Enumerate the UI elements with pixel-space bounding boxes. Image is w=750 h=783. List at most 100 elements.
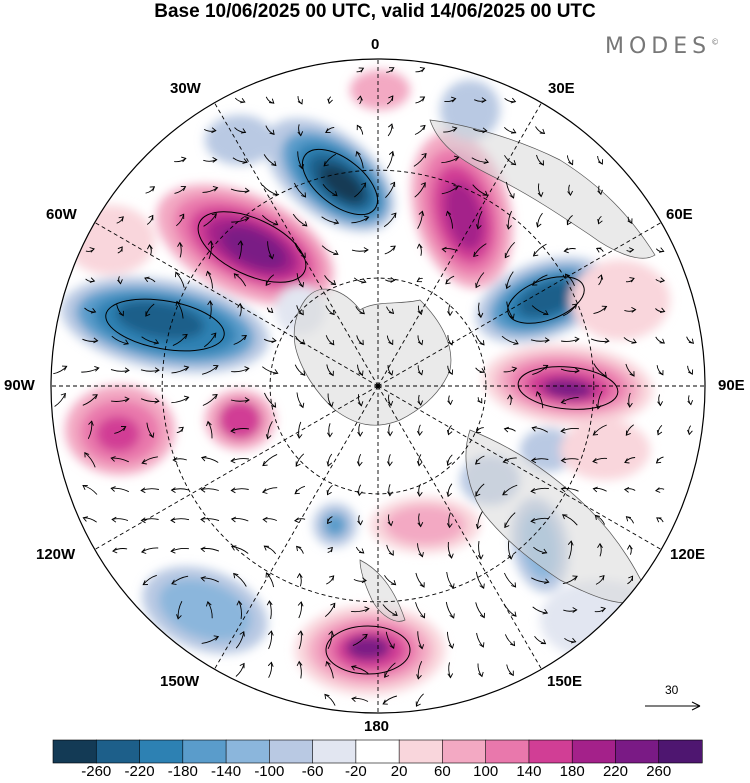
wind-vector-head xyxy=(327,98,333,105)
wind-vector-head xyxy=(82,516,89,522)
wind-vector-head xyxy=(176,614,182,620)
wind-vector-head xyxy=(362,633,368,640)
wind-vector-head xyxy=(530,487,536,494)
wind-vector-head xyxy=(597,274,604,280)
anomaly-shading xyxy=(542,378,594,400)
wind-vector xyxy=(508,541,512,560)
wind-vector-head xyxy=(449,613,455,619)
wind-vector-head xyxy=(453,155,460,162)
wind-vector-head xyxy=(544,578,550,585)
wind-vector-head xyxy=(387,461,393,467)
wind-vector-head xyxy=(478,671,484,678)
wind-vector xyxy=(501,335,519,345)
wind-vector-head xyxy=(597,159,603,165)
arrow-right-icon xyxy=(691,701,701,711)
wind-vector-head xyxy=(328,575,335,581)
wind-vector-head xyxy=(296,545,302,552)
wind-vector-head xyxy=(628,575,634,581)
wind-vector-head xyxy=(482,127,488,134)
wind-vector-head xyxy=(177,241,183,247)
colorbar-swatch xyxy=(225,739,270,764)
wind-vector-head xyxy=(387,491,393,497)
wind-vector-head xyxy=(117,246,123,252)
wind-vector-head xyxy=(392,610,398,617)
colorbar-swatch xyxy=(139,739,184,764)
wind-vector-head xyxy=(300,370,306,376)
colorbar-swatch xyxy=(182,739,227,764)
colorbar-tick-label: 180 xyxy=(559,763,585,780)
meridian-line xyxy=(377,385,542,670)
wind-vector-head xyxy=(597,542,603,548)
wind-vector-head xyxy=(539,160,544,166)
wind-vector xyxy=(172,334,188,347)
meridian-line xyxy=(377,102,542,387)
wind-vector-head xyxy=(419,66,426,73)
wind-vector xyxy=(477,210,483,229)
wind-vector-head xyxy=(530,517,536,524)
wind-vector-head xyxy=(88,420,94,426)
anomaly-shading xyxy=(115,300,205,340)
wind-vector-head xyxy=(420,182,426,188)
wind-vector xyxy=(477,511,483,529)
wind-vector-head xyxy=(473,251,479,258)
wind-vector-head xyxy=(504,522,510,529)
colorbar-swatch xyxy=(355,739,400,764)
wind-vector-head xyxy=(447,369,454,375)
wind-vector-head xyxy=(482,190,488,196)
map-title: Base 10/06/2025 00 UTC, valid 14/06/2025… xyxy=(154,1,596,22)
wind-vector-head xyxy=(481,97,487,103)
wind-vector-head xyxy=(181,156,187,163)
anomaly-shading xyxy=(350,70,410,110)
colorbar-swatch xyxy=(615,739,660,764)
wind-vector-head xyxy=(200,455,207,462)
wind-vector-head xyxy=(265,280,271,286)
colorbar-tick-label: 100 xyxy=(473,763,499,780)
wind-vector-head xyxy=(323,161,329,167)
wind-vector-head xyxy=(329,309,335,316)
wind-vector-head xyxy=(477,398,483,404)
wind-vector-head xyxy=(329,339,335,346)
wind-vector-head xyxy=(211,213,218,219)
wind-vector xyxy=(175,271,185,288)
lon-label-60w: 60W xyxy=(46,206,77,223)
lon-label-90w: 90W xyxy=(4,377,35,394)
wind-vector-head xyxy=(510,128,517,134)
contour-line xyxy=(197,211,307,283)
wind-vector-head xyxy=(110,486,116,492)
wind-vector-head xyxy=(656,430,663,436)
wind-vector xyxy=(84,452,96,468)
wind-vector xyxy=(141,336,159,344)
wind-vector xyxy=(351,216,369,224)
wind-vector-head xyxy=(263,545,270,551)
colorbar-swatch xyxy=(528,739,573,764)
wind-vector-head xyxy=(687,429,693,436)
wind-vector-head xyxy=(417,309,423,316)
lon-label-30e: 30E xyxy=(548,80,575,97)
wind-vector-head xyxy=(270,402,277,408)
wind-vector-head xyxy=(390,181,396,188)
wind-vector-head xyxy=(625,516,632,522)
wind-vector xyxy=(207,421,213,439)
wind-vector-head xyxy=(112,547,118,554)
wind-vector-head xyxy=(84,452,90,458)
wind-vector-head xyxy=(298,163,305,170)
wind-vector-head xyxy=(271,160,277,167)
wind-vector-head xyxy=(536,222,542,228)
wind-vector-head xyxy=(272,369,279,375)
wind-vector-head xyxy=(230,516,237,523)
wind-vector-head xyxy=(272,220,279,226)
wind-vector-head xyxy=(180,186,187,192)
wind-vector-head xyxy=(388,339,394,346)
wind-vector-head xyxy=(391,212,397,218)
wind-vector-head xyxy=(356,124,362,131)
wind-vector-head xyxy=(387,370,394,376)
wind-vector-head xyxy=(560,457,566,464)
wind-vector xyxy=(385,182,396,199)
wind-vector-head xyxy=(448,553,454,559)
wind-vector-head xyxy=(659,307,666,314)
wind-vector-head xyxy=(357,401,364,407)
wind-vector xyxy=(327,631,333,650)
wind-vector-head xyxy=(507,554,514,560)
wind-vector-head xyxy=(688,338,695,344)
wind-vector-head xyxy=(267,630,274,636)
